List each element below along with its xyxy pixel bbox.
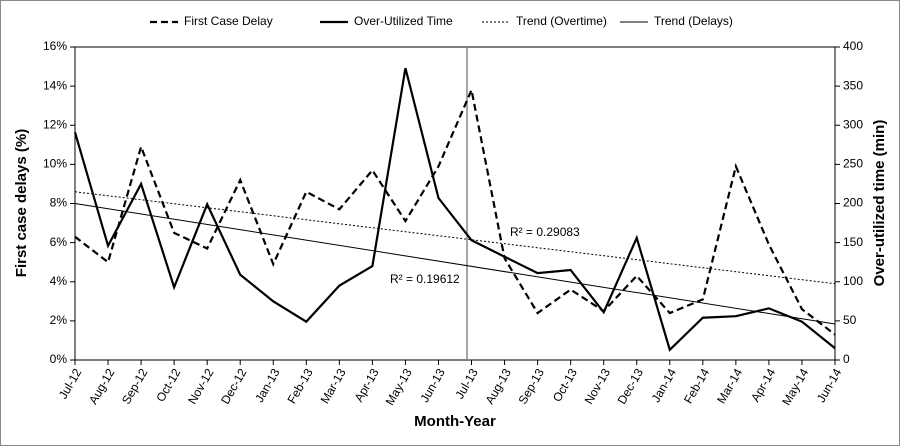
x-axis-title: Month-Year [414, 413, 496, 430]
legend-label: First Case Delay [184, 14, 273, 28]
series-line [74, 86, 836, 336]
y2-tick-label: 200 [843, 196, 863, 210]
y2-tick-label: 400 [843, 39, 863, 53]
y2-tick-label: 50 [843, 313, 857, 327]
y-tick-label: 10% [43, 157, 67, 171]
y2-tick-label: 150 [843, 235, 863, 249]
trend-line [74, 203, 836, 325]
y2-axis-title: Over-utilized time (min) [871, 120, 888, 287]
y2-tick-label: 350 [843, 78, 863, 92]
annotation: R² = 0.29083 [510, 225, 580, 239]
y-axis-title: First case delays (%) [13, 129, 30, 277]
y2-tick-label: 0 [843, 352, 850, 366]
y-tick-label: 6% [50, 235, 68, 249]
series-line [73, 67, 836, 352]
y2-tick-label: 250 [843, 157, 863, 171]
y-tick-label: 12% [43, 117, 67, 131]
y2-tick-label: 300 [843, 117, 863, 131]
legend-label: Trend (Delays) [654, 14, 733, 28]
legend-label: Trend (Overtime) [516, 14, 607, 28]
legend-label: Over-Utilized Time [354, 14, 453, 28]
annotation: R² = 0.19612 [390, 272, 460, 286]
trend-line [74, 191, 836, 285]
y-tick-label: 4% [50, 274, 68, 288]
y-tick-label: 2% [50, 313, 68, 327]
y-tick-label: 14% [43, 78, 67, 92]
y-tick-label: 8% [50, 196, 68, 210]
y-tick-label: 0% [50, 352, 68, 366]
y2-tick-label: 100 [843, 274, 863, 288]
y-tick-label: 16% [43, 39, 67, 53]
